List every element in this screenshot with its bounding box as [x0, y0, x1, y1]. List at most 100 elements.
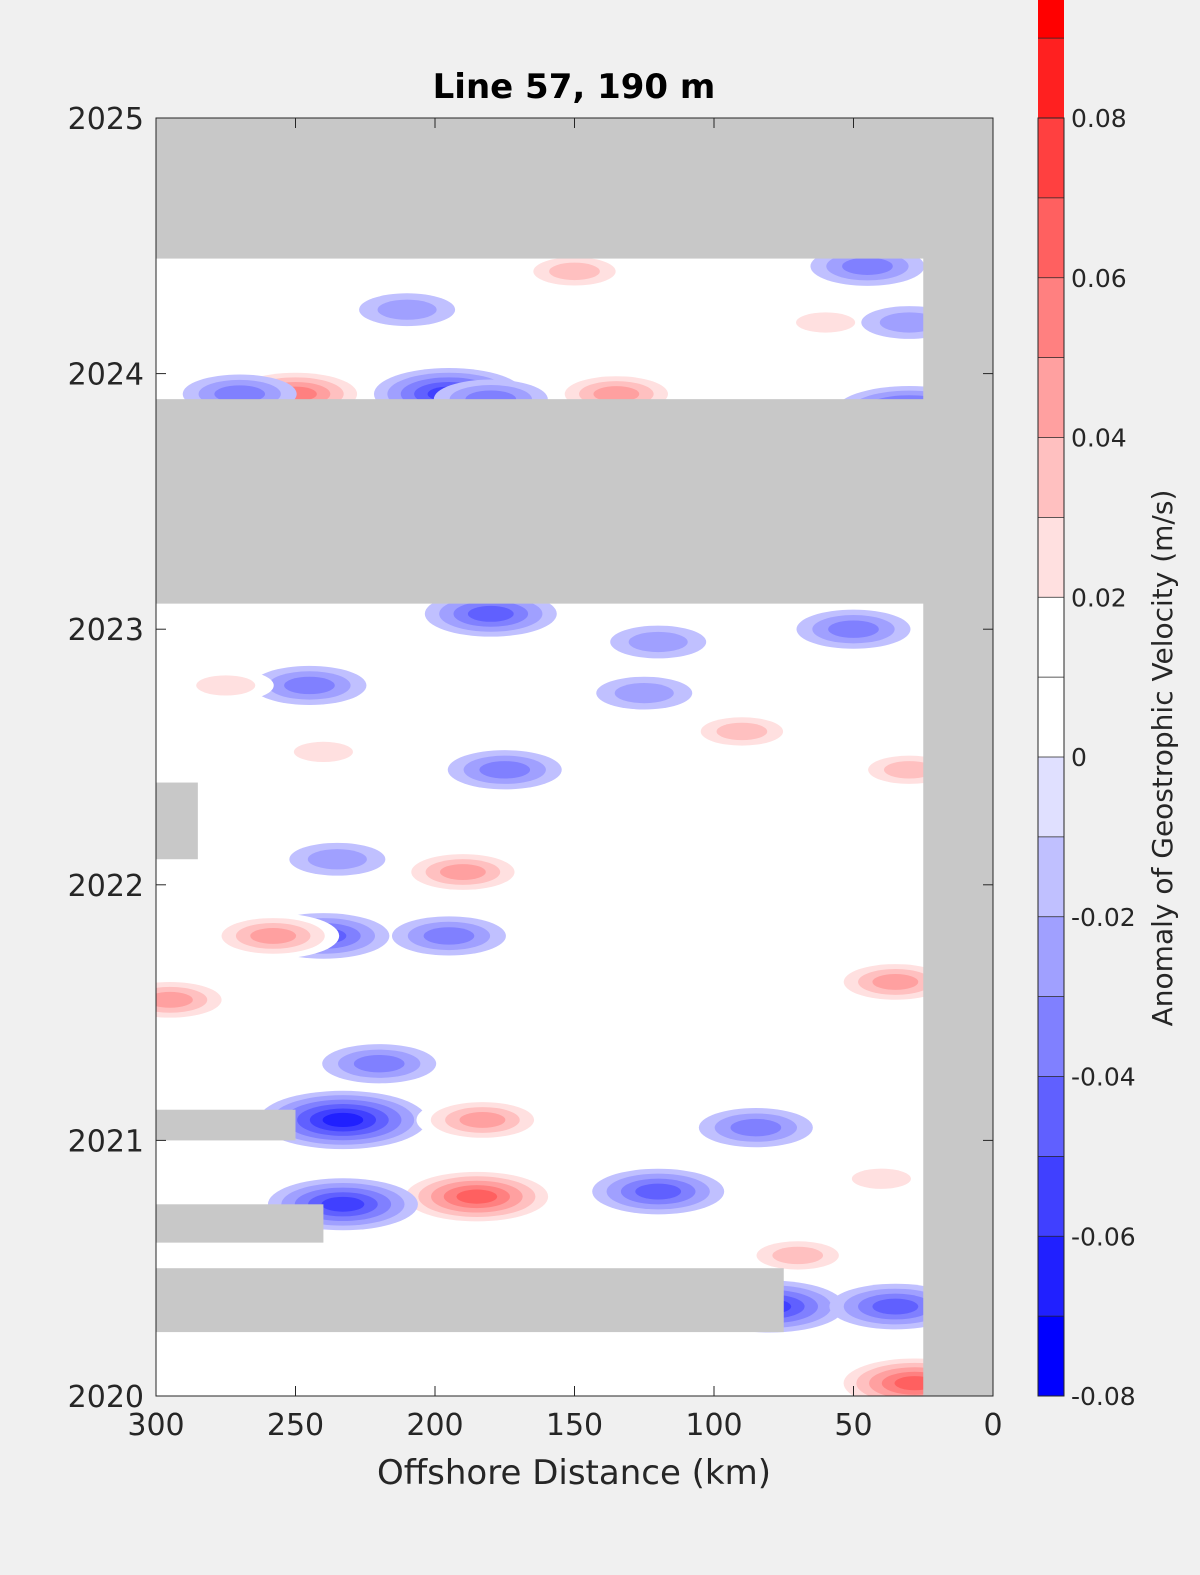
anomaly-feature — [698, 1108, 813, 1148]
no-data-region — [156, 1268, 784, 1333]
anomaly-contour — [423, 927, 475, 945]
colorbar-tick-label: 0.06 — [1071, 264, 1127, 293]
anomaly-feature — [833, 1162, 930, 1196]
anomaly-contour — [851, 1168, 911, 1189]
colorbar-swatch — [1038, 996, 1064, 1077]
anomaly-feature — [447, 750, 562, 790]
x-axis: 300 250 200 150 100 50 0 — [127, 118, 1003, 1443]
anomaly-contour — [156, 991, 193, 1008]
colorbar-swatch — [1038, 197, 1064, 278]
plot-area — [156, 118, 993, 1396]
anomaly-contour — [716, 722, 768, 741]
colorbar-swatch — [1038, 118, 1064, 198]
x-tick-label: 200 — [406, 1408, 463, 1443]
colorbar-swatch — [1038, 1316, 1064, 1396]
colorbar-tick-label: 0 — [1071, 743, 1087, 772]
anomaly-contour — [549, 262, 600, 281]
y-tick-label: 2022 — [68, 869, 144, 904]
colorbar-swatch — [1038, 517, 1064, 598]
no-data-region — [156, 782, 198, 860]
x-tick-label: 50 — [834, 1408, 872, 1443]
anomaly-contour — [439, 864, 486, 880]
anomaly-feature — [796, 609, 911, 649]
y-tick-label: 2020 — [68, 1380, 144, 1415]
anomaly-contour — [467, 605, 514, 622]
colorbar: 0.08 0.06 0.04 0.02 0 -0.02 -0.04 -0.06 -0.08 — [1037, 0, 1136, 1411]
colorbar-swatch — [1038, 0, 1064, 39]
colorbar-swatch — [1038, 836, 1064, 917]
x-axis-label: Offshore Distance (km) — [377, 1453, 771, 1493]
colorbar-swatch — [1038, 677, 1064, 757]
anomaly-contour — [196, 675, 256, 696]
colorbar-swatch — [1038, 1076, 1064, 1157]
colorbar-swatch — [1038, 916, 1064, 997]
anomaly-contour — [353, 1055, 405, 1073]
anomaly-feature — [289, 842, 386, 876]
colorbar-swatch — [1038, 1156, 1064, 1237]
anomaly-contour — [883, 761, 935, 779]
anomaly-contour — [479, 761, 531, 779]
x-tick-label: 0 — [983, 1408, 1002, 1443]
no-data-region — [923, 118, 993, 1396]
anomaly-contour — [284, 676, 335, 695]
anomaly-contour — [872, 1298, 919, 1315]
colorbar-swatch — [1038, 597, 1064, 678]
colorbar-swatch — [1038, 437, 1064, 518]
x-tick-label: 100 — [685, 1408, 742, 1443]
anomaly-contour — [614, 683, 674, 704]
anomaly-feature — [517, 251, 632, 291]
colorbar-frame — [1037, 117, 1065, 1397]
no-data-region — [156, 399, 993, 604]
colorbar-swatch — [1038, 38, 1064, 118]
colorbar-tick-label: 0.02 — [1071, 583, 1127, 612]
no-data-region — [156, 1204, 324, 1243]
x-tick-label: 150 — [546, 1408, 603, 1443]
y-tick-label: 2025 — [68, 102, 144, 137]
y-tick-label: 2023 — [68, 613, 144, 648]
anomaly-contour — [730, 1118, 782, 1137]
y-axis: 2025 2024 2023 2022 2021 2020 — [68, 102, 993, 1415]
anomaly-feature — [258, 1090, 427, 1150]
anomaly-feature — [416, 1097, 549, 1143]
anomaly-contour — [459, 1112, 506, 1128]
x-tick-label: 250 — [267, 1408, 324, 1443]
anomaly-feature — [684, 711, 799, 752]
colorbar-tick-label: -0.06 — [1071, 1222, 1136, 1251]
anomaly-feature — [392, 1167, 561, 1226]
colorbar-tick-label: -0.02 — [1071, 903, 1136, 932]
no-data-regions — [156, 118, 993, 1396]
anomaly-contour — [456, 1189, 498, 1204]
anomaly-contour — [628, 631, 688, 653]
anomaly-feature — [777, 306, 874, 339]
y-tick-label: 2024 — [68, 358, 144, 393]
anomaly-contour — [293, 741, 353, 762]
anomaly-feature — [207, 913, 340, 959]
colorbar-swatch — [1038, 357, 1064, 438]
anomaly-feature — [596, 676, 693, 710]
anomaly-feature — [740, 1235, 855, 1276]
colorbar-tick-label: 0.04 — [1071, 424, 1127, 453]
anomaly-contour — [796, 312, 856, 333]
anomaly-feature — [322, 1044, 437, 1084]
colorbar-swatch — [1038, 277, 1064, 358]
colorbar-label: Anomaly of Geostrophic Velocity (m/s) — [1146, 490, 1179, 1027]
anomaly-contour — [321, 1196, 365, 1212]
anomaly-contour — [772, 1246, 824, 1265]
anomaly-feature — [177, 669, 274, 702]
no-data-region — [156, 1109, 296, 1141]
y-tick-label: 2021 — [68, 1124, 144, 1159]
anomaly-feature — [391, 916, 506, 956]
anomaly-feature — [252, 665, 367, 706]
anomaly-contour — [377, 299, 437, 320]
anomaly-feature — [610, 625, 707, 659]
anomaly-feature — [396, 849, 529, 895]
colorbar-tick-label: 0.08 — [1071, 104, 1127, 133]
anomaly-contour — [214, 385, 266, 403]
anomaly-contour — [872, 973, 919, 990]
anomaly-feature — [592, 1168, 725, 1215]
anomaly-contour — [635, 1183, 682, 1200]
x-tick-label: 300 — [127, 1408, 184, 1443]
no-data-region — [156, 118, 993, 259]
anomaly-feature — [275, 735, 372, 769]
